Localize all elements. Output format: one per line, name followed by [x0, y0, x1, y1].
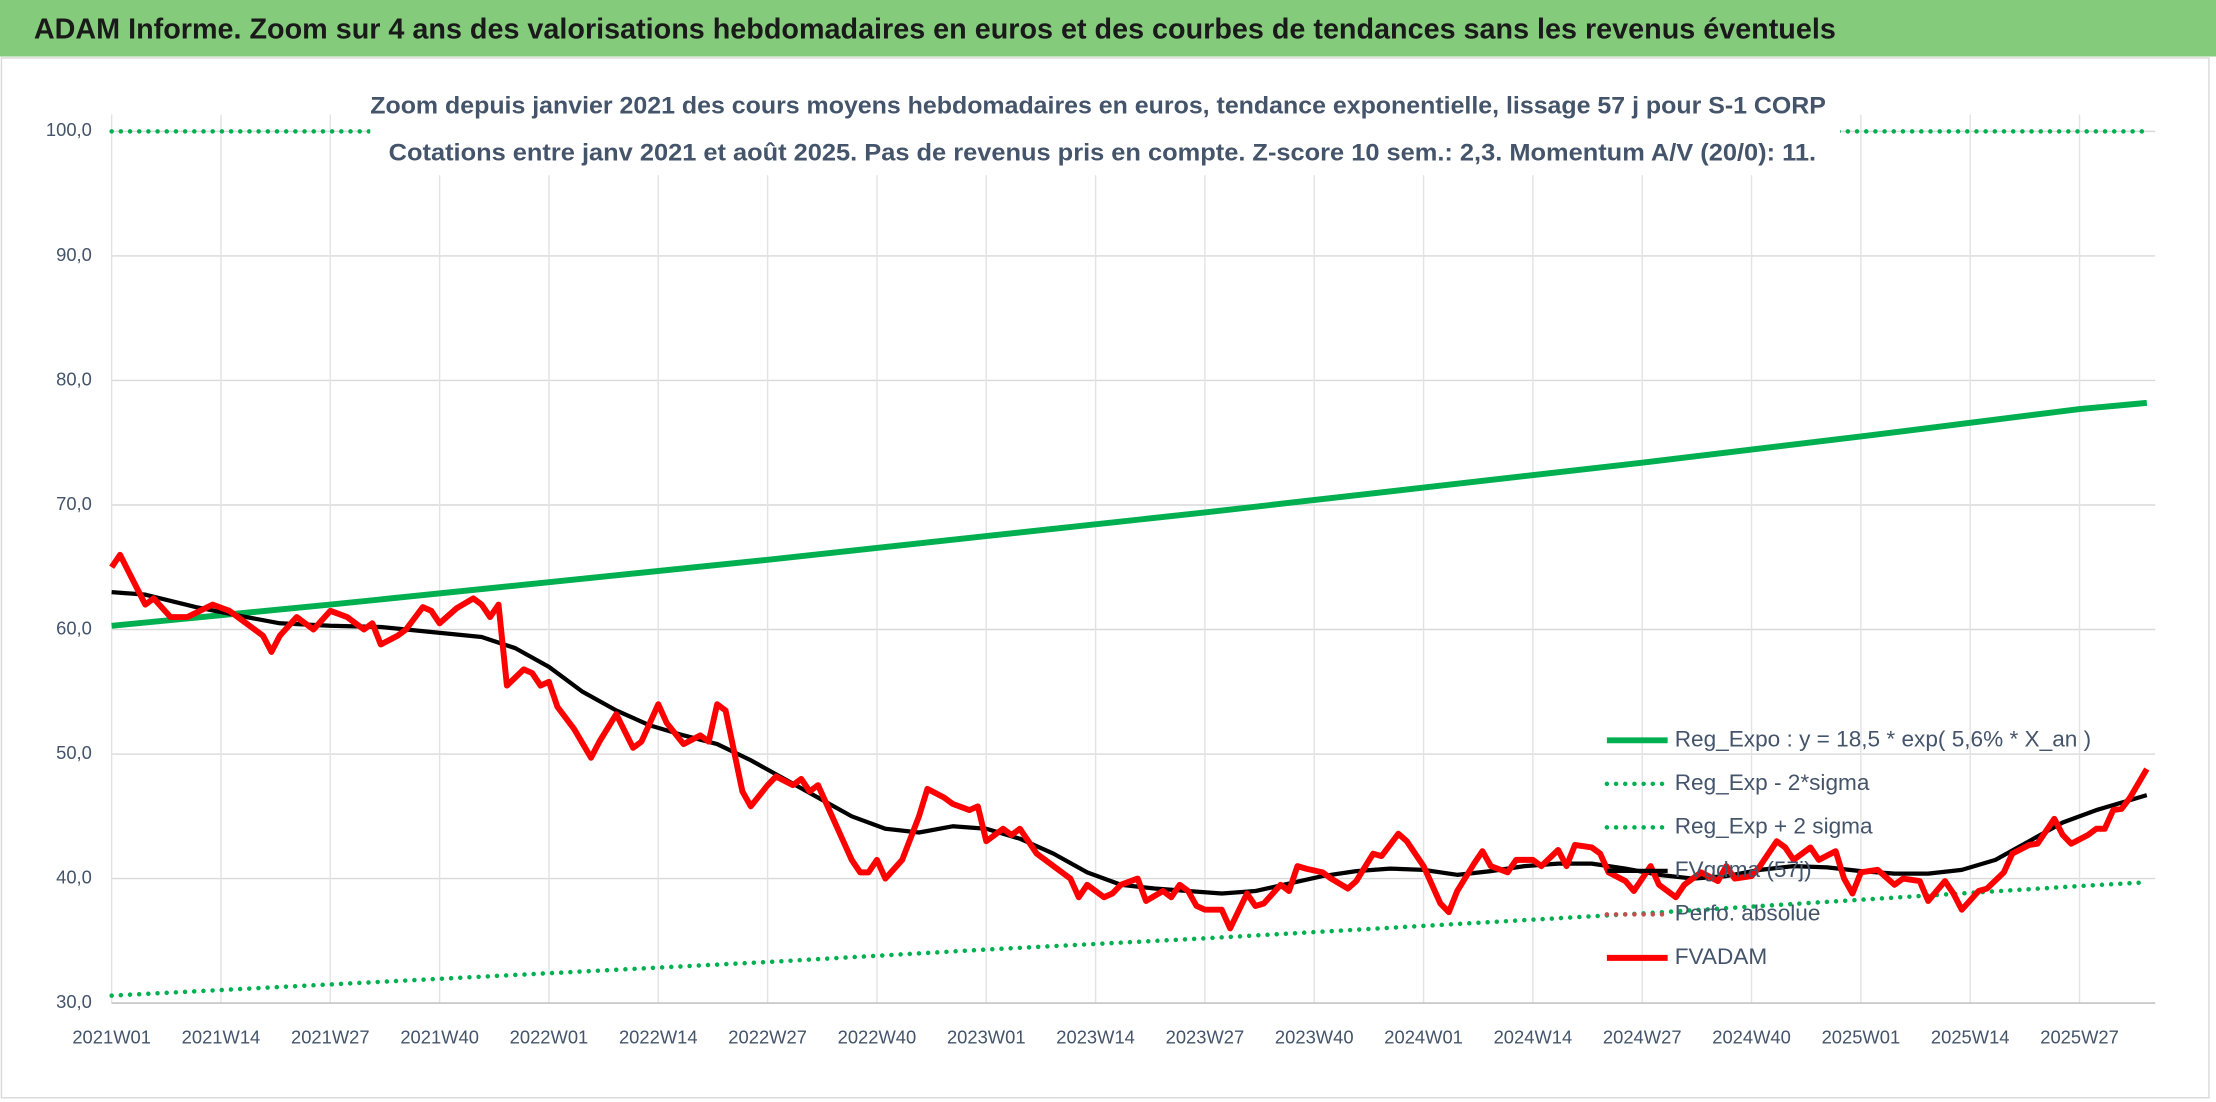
subtitle: Cotations entre janv 2021 et août 2025. …: [389, 139, 1816, 166]
x-tick-label: 2024W40: [1712, 1026, 1791, 1047]
legend-label: Reg_Expo : y = 18,5 * exp( 5,6% * X_an ): [1675, 726, 2091, 751]
x-tick-label: 2021W40: [400, 1026, 479, 1047]
legend: Reg_Expo : y = 18,5 * exp( 5,6% * X_an )…: [1604, 726, 2091, 969]
legend-label: FVgdma (57j): [1675, 857, 1812, 882]
x-tick-label: 2024W14: [1494, 1026, 1573, 1047]
x-tick-label: 2023W14: [1056, 1026, 1135, 1047]
x-tick-label: 2023W27: [1166, 1026, 1245, 1047]
x-tick-label: 2024W27: [1603, 1026, 1682, 1047]
x-tick-label: 2025W14: [1931, 1026, 2010, 1047]
x-tick-label: 2021W01: [72, 1026, 151, 1047]
series-line: [111, 399, 2148, 629]
x-tick-label: 2021W27: [291, 1026, 370, 1047]
y-tick-label: 30,0: [56, 991, 92, 1012]
legend-label: Perfo. absolue: [1675, 900, 1821, 925]
y-tick-label: 50,0: [56, 742, 92, 763]
x-tick-label: 2021W14: [182, 1026, 261, 1047]
x-tick-label: 2022W27: [728, 1026, 807, 1047]
y-tick-label: 90,0: [56, 244, 92, 265]
chart-border: [0, 57, 2210, 1099]
x-tick-label: 2023W01: [947, 1026, 1026, 1047]
x-tick-label: 2022W40: [838, 1026, 917, 1047]
y-tick-label: 100,0: [46, 119, 92, 140]
subtitle-background: [370, 84, 1841, 176]
series-line: [109, 551, 2150, 932]
x-tick-label: 2024W01: [1384, 1026, 1463, 1047]
chart-title: ADAM Informe. Zoom sur 4 ans des valoris…: [34, 13, 1836, 45]
subtitle: Zoom depuis janvier 2021 des cours moyen…: [370, 93, 1826, 120]
y-tick-label: 40,0: [56, 866, 92, 887]
legend-label: Reg_Exp + 2 sigma: [1675, 813, 1873, 838]
legend-label: FVADAM: [1675, 944, 1767, 969]
y-tick-label: 60,0: [56, 617, 92, 638]
title-banner: [0, 0, 2216, 57]
x-tick-label: 2025W27: [2040, 1026, 2119, 1047]
x-tick-label: 2023W40: [1275, 1026, 1354, 1047]
x-tick-label: 2025W01: [1822, 1026, 1901, 1047]
x-tick-label: 2022W14: [619, 1026, 698, 1047]
x-tick-label: 2022W01: [510, 1026, 589, 1047]
grid: 30,0 40,0 50,0 60,0 70,0 80,0 90,0 100,0 2021W01…: [46, 114, 2156, 1047]
y-tick-label: 80,0: [56, 368, 92, 389]
y-tick-label: 70,0: [56, 493, 92, 514]
series-line: [109, 880, 2150, 998]
legend-label: Reg_Exp - 2*sigma: [1675, 770, 1870, 795]
